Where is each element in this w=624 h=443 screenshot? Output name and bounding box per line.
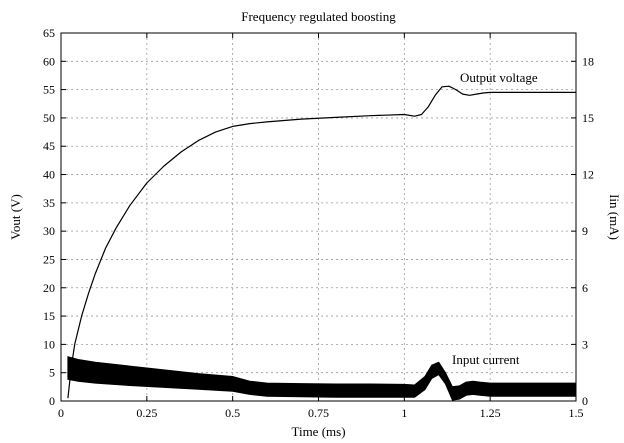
- x-tick-label: 0.75: [308, 406, 329, 420]
- y-axis-label: Vout (V): [8, 194, 23, 240]
- y2-tick-label: 12: [582, 168, 594, 182]
- annotation-output-voltage: Output voltage: [460, 70, 538, 85]
- grid-lines: [61, 33, 576, 401]
- y2-tick-label: 6: [582, 281, 588, 295]
- y-tick-label: 65: [43, 26, 55, 40]
- y-tick-label: 0: [49, 394, 55, 408]
- y-tick-label: 35: [43, 196, 55, 210]
- x-tick-label: 1.5: [569, 406, 584, 420]
- y2-tick-label: 18: [582, 54, 594, 68]
- y-tick-label: 60: [43, 54, 55, 68]
- y-tick-label: 30: [43, 224, 55, 238]
- y-tick-label: 25: [43, 252, 55, 266]
- y-tick-label: 45: [43, 139, 55, 153]
- y2-axis-label: Iin (mA): [607, 194, 622, 240]
- y-tick-label: 5: [49, 366, 55, 380]
- y-tick-label: 50: [43, 111, 55, 125]
- x-tick-label: 0.25: [136, 406, 157, 420]
- series-output-voltage: [67, 85, 576, 399]
- tick-marks: [60, 32, 577, 402]
- y2-tick-label: 0: [582, 394, 588, 408]
- y2-tick-label: 3: [582, 337, 588, 351]
- annotation-input-current: Input current: [452, 352, 520, 367]
- y-tick-label: 15: [43, 309, 55, 323]
- x-tick-label: 1.25: [480, 406, 501, 420]
- x-tick-label: 0: [58, 406, 64, 420]
- y-tick-label: 10: [43, 337, 55, 351]
- x-axis-label: Time (ms): [291, 424, 345, 439]
- y-tick-label: 20: [43, 281, 55, 295]
- chart-title: Frequency regulated boosting: [241, 9, 396, 24]
- y-tick-label: 55: [43, 83, 55, 97]
- x-tick-label: 1: [401, 406, 407, 420]
- y-tick-label: 40: [43, 168, 55, 182]
- y2-tick-label: 9: [582, 224, 588, 238]
- tick-labels: 0 0.25 0.5 0.75 1 1.25 1.505101520253035404550…: [43, 26, 594, 420]
- y2-tick-label: 15: [582, 111, 594, 125]
- x-tick-label: 0.5: [225, 406, 240, 420]
